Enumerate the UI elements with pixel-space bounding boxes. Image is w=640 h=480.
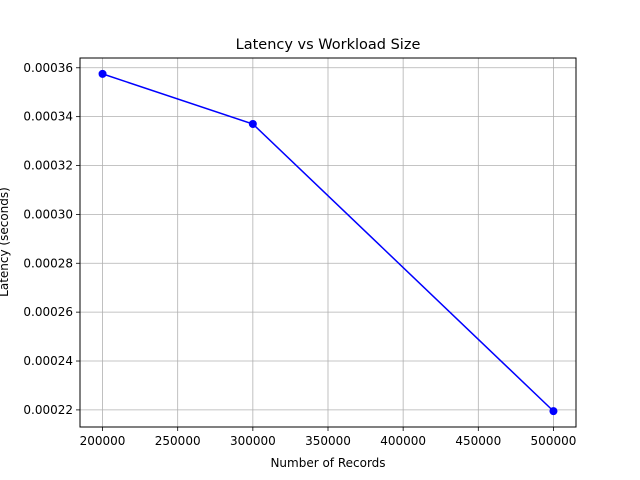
data-point xyxy=(248,119,257,128)
y-tick-label: 0.00028 xyxy=(23,256,73,270)
x-tick-label: 350000 xyxy=(305,434,351,448)
y-axis-label: Latency (seconds) xyxy=(0,187,11,297)
x-tick-label: 500000 xyxy=(531,434,577,448)
x-tick-label: 450000 xyxy=(455,434,501,448)
grid-lines xyxy=(80,58,576,427)
x-tick-label: 300000 xyxy=(230,434,276,448)
y-tick-label: 0.00030 xyxy=(23,207,73,221)
chart-title: Latency vs Workload Size xyxy=(236,37,421,53)
data-point xyxy=(98,69,107,78)
y-axis-ticks: 0.00022 0.00024 0.00026 0.00028 0.00030 0.000… xyxy=(23,61,80,417)
y-tick-label: 0.00026 xyxy=(23,305,73,319)
y-tick-label: 0.00024 xyxy=(23,354,73,368)
series-group xyxy=(98,69,558,416)
x-axis-ticks: 200000 250000 300000 350000 400000 450000 5000… xyxy=(80,427,577,448)
x-axis-label: Number of Records xyxy=(270,456,385,470)
x-tick-label: 400000 xyxy=(380,434,426,448)
x-tick-label: 200000 xyxy=(80,434,126,448)
y-tick-label: 0.00022 xyxy=(23,403,73,417)
data-point xyxy=(549,407,558,416)
y-tick-label: 0.00032 xyxy=(23,159,73,173)
x-tick-label: 250000 xyxy=(155,434,201,448)
y-tick-label: 0.00036 xyxy=(23,61,73,75)
y-tick-label: 0.00034 xyxy=(23,110,73,124)
